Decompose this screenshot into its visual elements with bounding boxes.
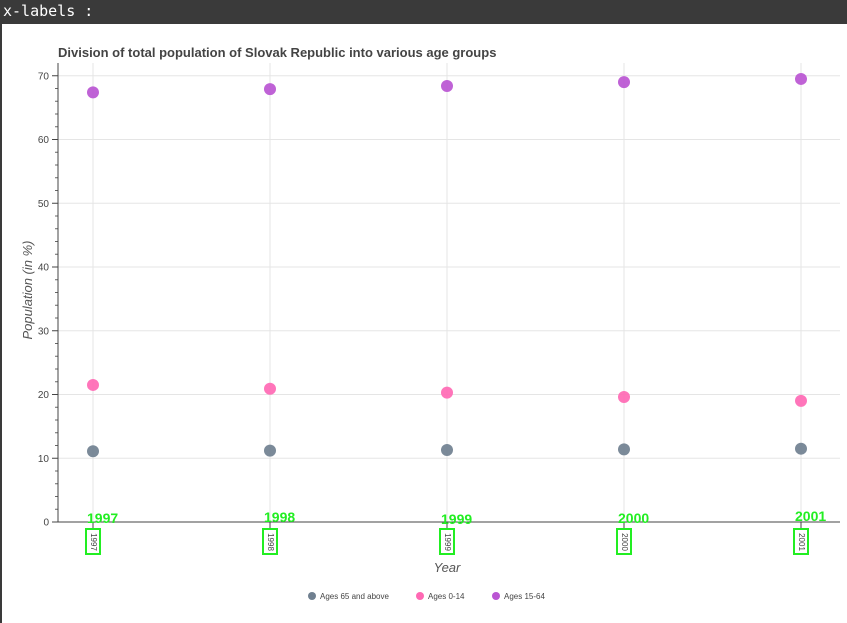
x-label-annotation: 2001 xyxy=(795,508,826,524)
legend-label: Ages 65 and above xyxy=(320,592,389,601)
x-label-annotations: 1997 1998 1999 2000 2001 xyxy=(85,508,826,555)
data-point xyxy=(264,83,276,96)
x-tick-label: 2001 xyxy=(797,533,806,551)
y-tick-label: 40 xyxy=(38,263,50,274)
data-point xyxy=(795,442,807,455)
legend-marker xyxy=(416,592,424,600)
x-label-highlight-box xyxy=(262,528,278,555)
y-tick-label: 10 xyxy=(38,454,50,465)
x-label-annotation: 1998 xyxy=(264,509,295,525)
legend-marker xyxy=(308,592,316,600)
x-label-highlight-box xyxy=(439,528,455,555)
output-header-bar: x-labels : xyxy=(0,0,847,24)
x-label-annotation: 1997 xyxy=(87,510,118,526)
x-axis-label: Year xyxy=(434,560,461,575)
legend-label: Ages 15-64 xyxy=(504,592,545,601)
y-tick-label: 20 xyxy=(38,390,50,401)
data-point xyxy=(795,394,807,407)
legend: Ages 65 and above Ages 0-14 Ages 15-64 xyxy=(308,592,545,601)
data-point xyxy=(618,391,630,404)
legend-marker xyxy=(492,592,500,600)
data-point xyxy=(618,443,630,456)
x-label-annotation: 1999 xyxy=(441,511,472,527)
x-tick-label: 1997 xyxy=(89,533,98,551)
data-point xyxy=(87,378,99,391)
x-label-annotation: 2000 xyxy=(618,510,649,526)
output-frame-border xyxy=(0,24,2,623)
y-tick-label: 70 xyxy=(38,71,50,82)
chart-title: Division of total population of Slovak R… xyxy=(58,45,496,60)
data-points xyxy=(87,72,807,458)
x-label-highlight-box xyxy=(616,528,632,555)
data-point xyxy=(441,386,453,399)
x-tick-label: 1999 xyxy=(443,533,452,551)
grid xyxy=(58,63,840,522)
x-tick-label: 2000 xyxy=(620,533,629,551)
data-point xyxy=(87,86,99,99)
data-point xyxy=(441,79,453,92)
y-tick-label: 60 xyxy=(38,135,50,146)
y-tick-label: 0 xyxy=(43,518,49,529)
y-tick-label: 30 xyxy=(38,326,50,337)
data-point xyxy=(618,76,630,89)
y-axis-label: Population (in %) xyxy=(20,241,35,340)
data-point xyxy=(795,72,807,85)
x-label-highlight-box xyxy=(85,528,101,555)
axes: 0 10 20 30 40 50 60 70 1997 1998 1999 2000 2001 xyxy=(38,63,840,551)
data-point xyxy=(264,444,276,457)
data-point xyxy=(87,445,99,458)
output-header-text: x-labels : xyxy=(3,2,94,20)
x-tick-label: 1998 xyxy=(266,533,275,551)
y-tick-label: 50 xyxy=(38,199,50,210)
data-point xyxy=(264,382,276,395)
x-label-highlight-box xyxy=(793,528,809,555)
legend-label: Ages 0-14 xyxy=(428,592,465,601)
data-point xyxy=(441,443,453,456)
